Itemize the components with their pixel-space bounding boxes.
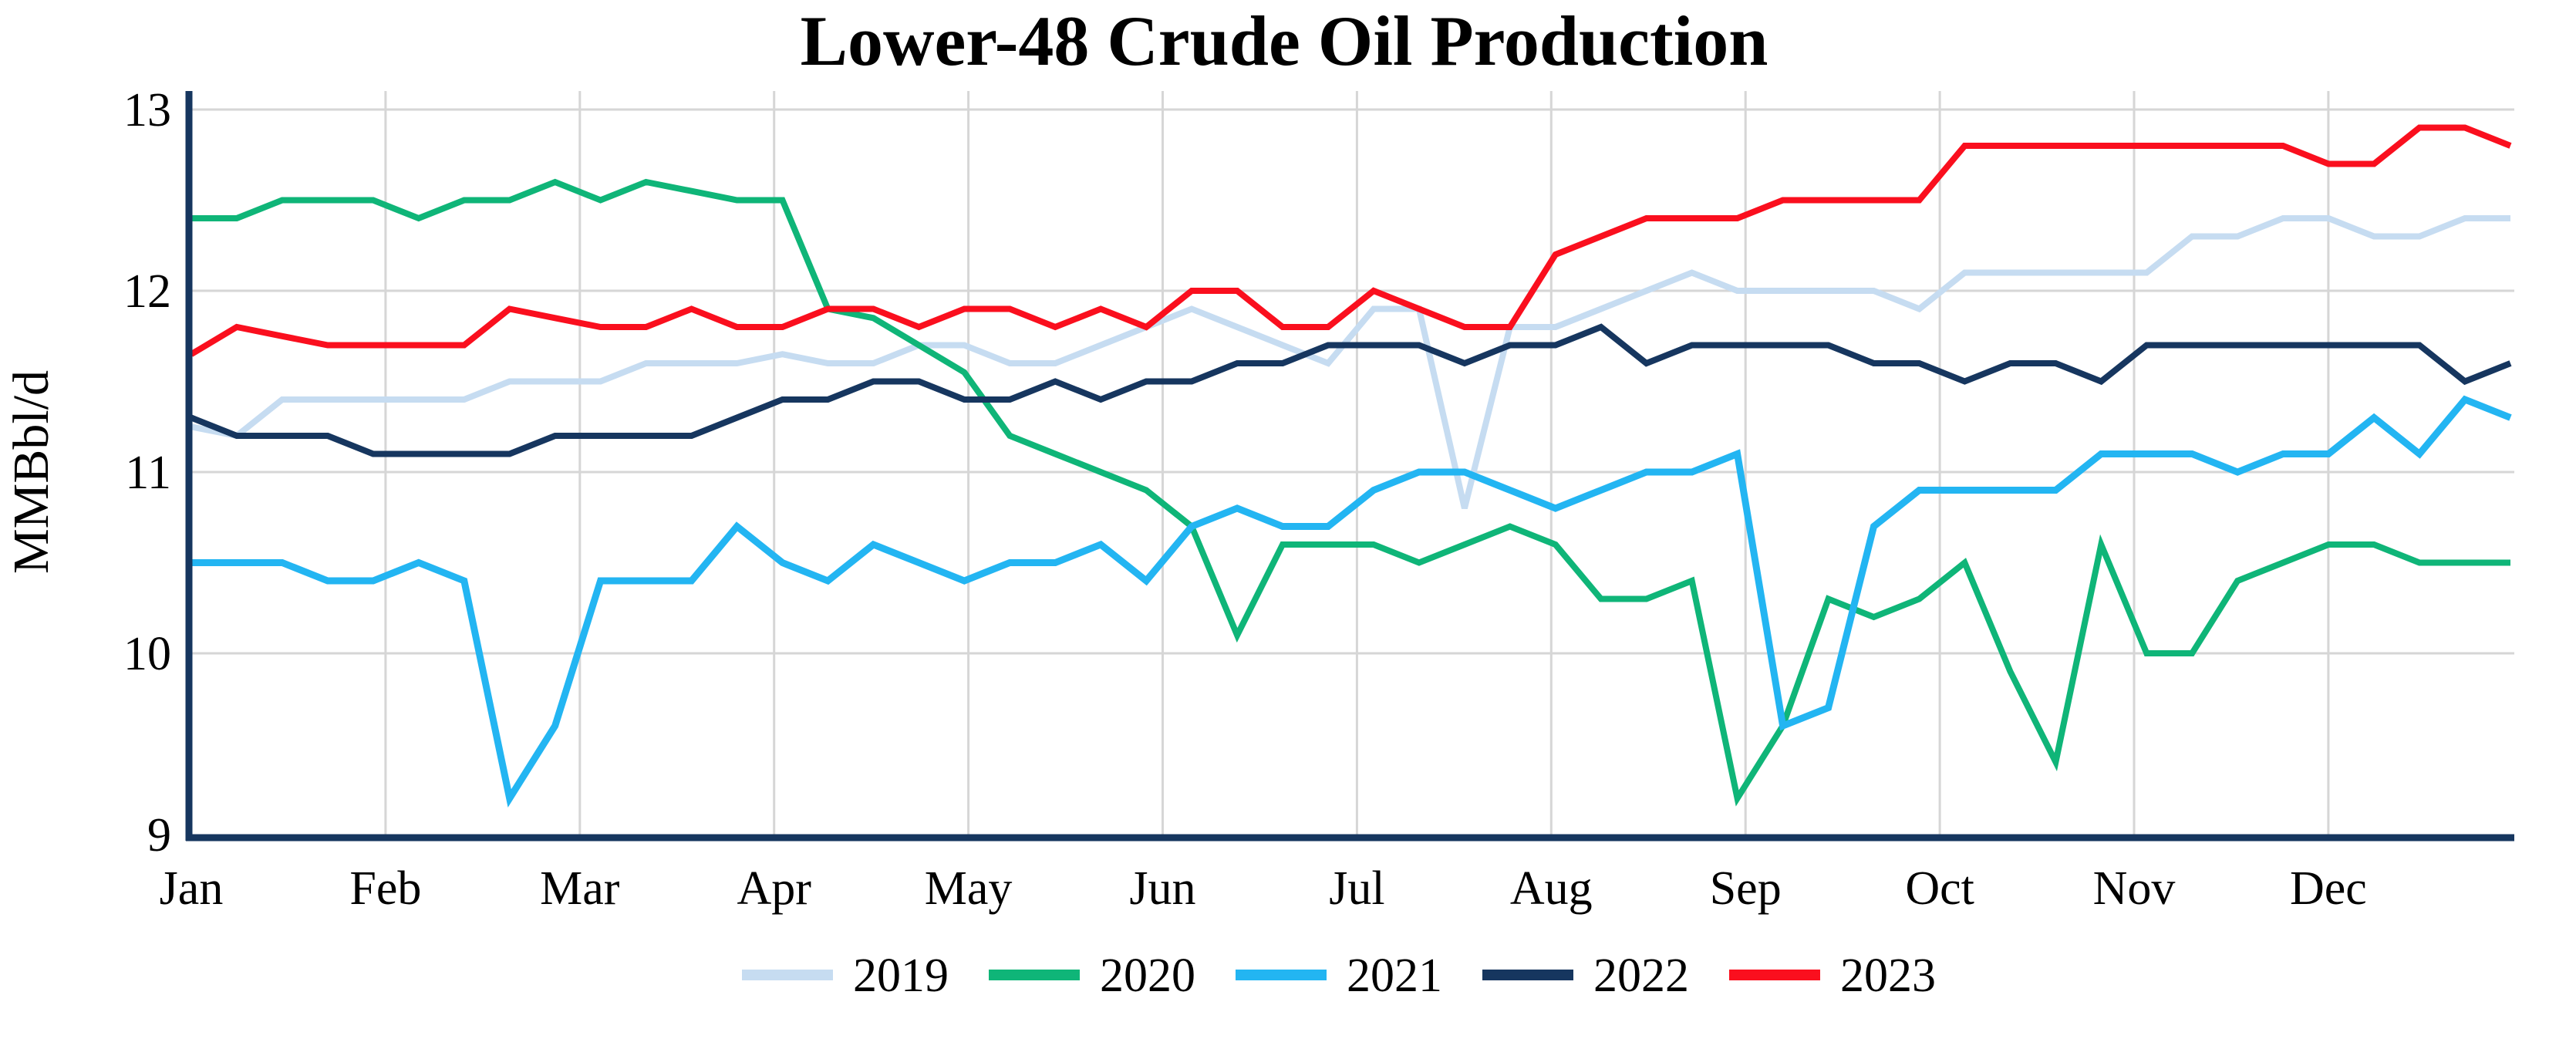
x-tick-label-Jun: Jun bbox=[1129, 862, 1195, 915]
legend-item-2019: 2019 bbox=[742, 949, 949, 1002]
legend-label-2023: 2023 bbox=[1840, 949, 1936, 1002]
legend-item-2020: 2020 bbox=[989, 949, 1195, 1002]
x-tick-label-May: May bbox=[925, 862, 1013, 915]
y-tick-label-9: 9 bbox=[147, 809, 171, 862]
x-tick-labels: Jan Feb Mar Apr May Jun Jul Aug Sep Oct Nov Dec bbox=[160, 862, 2367, 915]
data-series bbox=[189, 124, 2512, 808]
x-tick-label-Dec: Dec bbox=[2290, 862, 2367, 915]
y-tick-labels: 9 10 11 12 13 bbox=[123, 84, 171, 862]
series-line-2021 bbox=[191, 395, 2512, 808]
legend-item-2021: 2021 bbox=[1236, 949, 1442, 1002]
x-tick-label-Sep: Sep bbox=[1710, 862, 1782, 915]
x-tick-label-Apr: Apr bbox=[737, 862, 811, 915]
y-tick-label-13: 13 bbox=[123, 84, 171, 137]
legend-item-2022: 2022 bbox=[1482, 949, 1689, 1002]
legend-label-2021: 2021 bbox=[1347, 949, 1442, 1002]
x-tick-label-Jul: Jul bbox=[1329, 862, 1384, 915]
y-axis-label: MMBbl/d bbox=[3, 370, 59, 574]
chart-title: Lower-48 Crude Oil Production bbox=[801, 2, 1768, 80]
x-tick-label-Nov: Nov bbox=[2093, 862, 2176, 915]
x-tick-label-Oct: Oct bbox=[1905, 862, 1974, 915]
axes bbox=[185, 91, 2514, 842]
legend-label-2020: 2020 bbox=[1100, 949, 1195, 1002]
series-line-2022 bbox=[190, 323, 2512, 457]
y-tick-label-10: 10 bbox=[123, 628, 171, 680]
legend-label-2019: 2019 bbox=[853, 949, 949, 1002]
legend-label-2022: 2022 bbox=[1593, 949, 1689, 1002]
y-tick-label-12: 12 bbox=[123, 265, 171, 318]
series-line-2020 bbox=[191, 178, 2510, 807]
legend-item-2023: 2023 bbox=[1729, 949, 1936, 1002]
y-tick-label-11: 11 bbox=[125, 447, 171, 499]
series-line-2023 bbox=[189, 124, 2512, 357]
x-tick-label-Feb: Feb bbox=[349, 862, 421, 915]
legend: 2019 2020 2021 2022 2023 bbox=[742, 949, 1936, 1002]
series-line-2019 bbox=[191, 215, 2510, 509]
gridlines bbox=[189, 91, 2514, 835]
x-tick-label-Aug: Aug bbox=[1510, 862, 1593, 915]
x-tick-label-Jan: Jan bbox=[160, 862, 224, 915]
x-tick-label-Mar: Mar bbox=[540, 862, 620, 915]
